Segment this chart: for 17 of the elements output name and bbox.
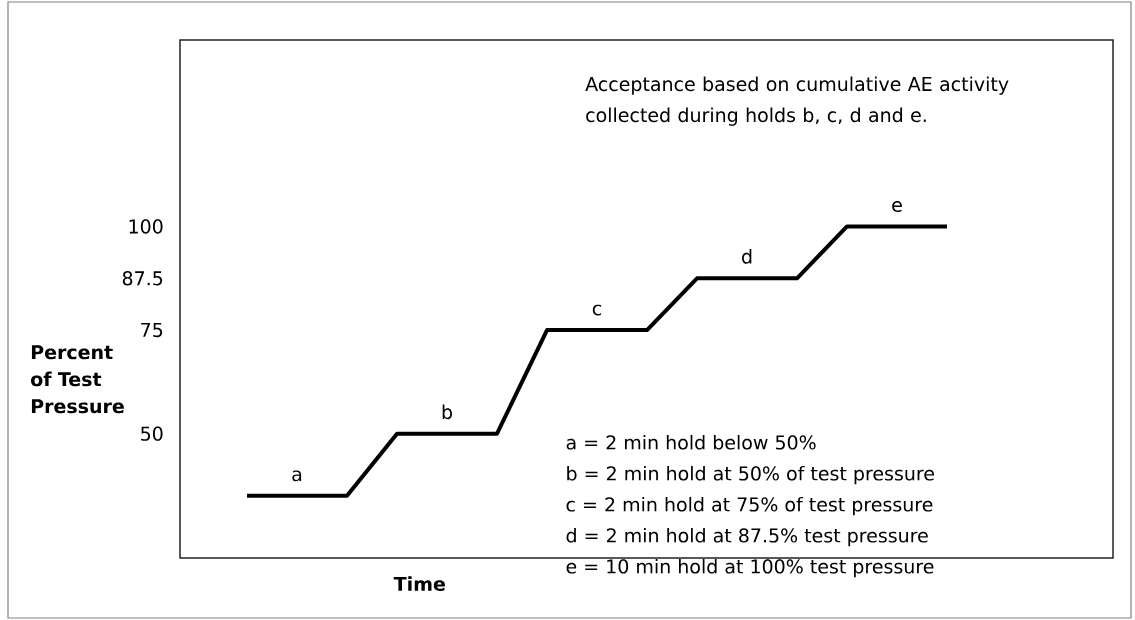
annotation: a = 2 min hold below 50%	[566, 434, 816, 450]
y-tick-label: 75	[141, 323, 163, 338]
y-tick-label: 100	[129, 219, 163, 234]
text: e = 10 min hold at 100% test pressure	[566, 558, 934, 578]
annotation: Acceptance based on cumulative AE activity collected during holds b, c, d and e.	[585, 76, 1009, 126]
y-tick-label: 87.5	[122, 271, 163, 286]
annotation: c = 2 min hold at 75% of test pressure	[566, 496, 933, 516]
x-axis-title: Time	[393, 576, 445, 592]
annotation: b = 2 min hold at 50% of test pressure	[567, 465, 934, 485]
annotation: e	[892, 201, 902, 212]
annotation: b	[442, 404, 452, 420]
y-tick-label: 50	[141, 426, 163, 441]
annotation: d = 2 min hold at 87.5% test pressure	[566, 527, 928, 547]
annotation: a	[292, 470, 302, 482]
y-axis-title: Percent of Test Pressure	[31, 345, 124, 414]
annotation: c	[592, 304, 602, 316]
annotation: d	[742, 249, 752, 264]
